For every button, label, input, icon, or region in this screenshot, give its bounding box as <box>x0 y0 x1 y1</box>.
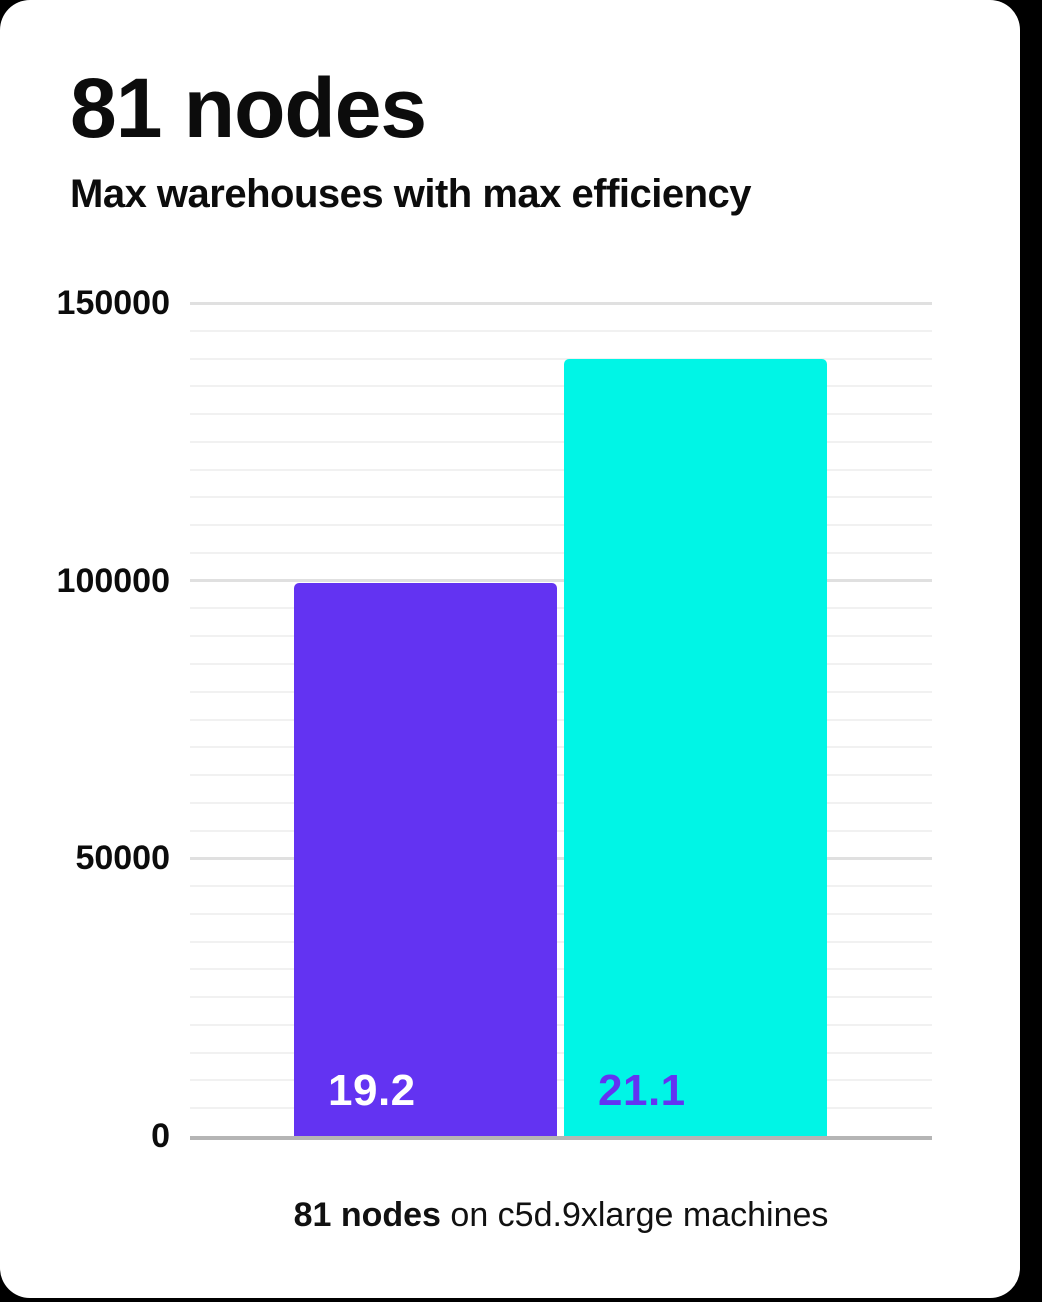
minor-gridline <box>190 885 932 888</box>
page-subtitle: Max warehouses with max efficiency <box>70 172 752 216</box>
major-gridline <box>190 579 932 583</box>
minor-gridline <box>190 940 932 943</box>
minor-gridline <box>190 524 932 527</box>
plot-area: 19.2 21.1 <box>190 301 932 1136</box>
minor-gridline <box>190 801 932 804</box>
minor-gridline <box>190 746 932 749</box>
chart-card: 81 nodes Max warehouses with max efficie… <box>0 0 1020 1298</box>
minor-gridline <box>190 329 932 332</box>
minor-gridline <box>190 385 932 388</box>
minor-gridline <box>190 774 932 777</box>
y-axis-tick-label: 50000 <box>75 839 170 878</box>
minor-gridline <box>190 718 932 721</box>
bar-19.2: 19.2 <box>294 583 557 1136</box>
minor-gridline <box>190 912 932 915</box>
y-axis-tick-label: 0 <box>151 1117 170 1155</box>
minor-gridline <box>190 607 932 610</box>
minor-gridline <box>190 829 932 832</box>
minor-gridline <box>190 496 932 499</box>
y-axis-tick-label: 100000 <box>56 561 170 600</box>
bar-21.1: 21.1 <box>564 358 827 1136</box>
minor-gridline <box>190 1051 932 1054</box>
minor-gridline <box>190 551 932 554</box>
minor-gridline <box>190 357 932 360</box>
x-axis-caption: 81 nodes on c5d.9xlarge machines <box>190 1196 932 1235</box>
bar-value-label: 19.2 <box>328 1066 416 1115</box>
page-title: 81 nodes <box>70 61 427 155</box>
minor-gridline <box>190 996 932 999</box>
minor-gridline <box>190 968 932 971</box>
minor-gridline <box>190 440 932 443</box>
y-axis-tick-label: 150000 <box>56 284 170 322</box>
minor-gridline <box>190 690 932 693</box>
caption-rest: on c5d.9xlarge machines <box>440 1196 829 1234</box>
minor-gridline <box>190 413 932 416</box>
minor-gridline <box>190 1079 932 1082</box>
caption-highlight: 81 nodes <box>293 1196 441 1234</box>
minor-gridline <box>190 662 932 665</box>
x-axis-line <box>190 1136 932 1140</box>
minor-gridline <box>190 1023 932 1026</box>
major-gridline <box>190 856 932 860</box>
major-gridline <box>190 301 932 305</box>
minor-gridline <box>190 468 932 471</box>
bar-value-label: 21.1 <box>598 1066 686 1115</box>
minor-gridline <box>190 1107 932 1110</box>
minor-gridline <box>190 635 932 638</box>
